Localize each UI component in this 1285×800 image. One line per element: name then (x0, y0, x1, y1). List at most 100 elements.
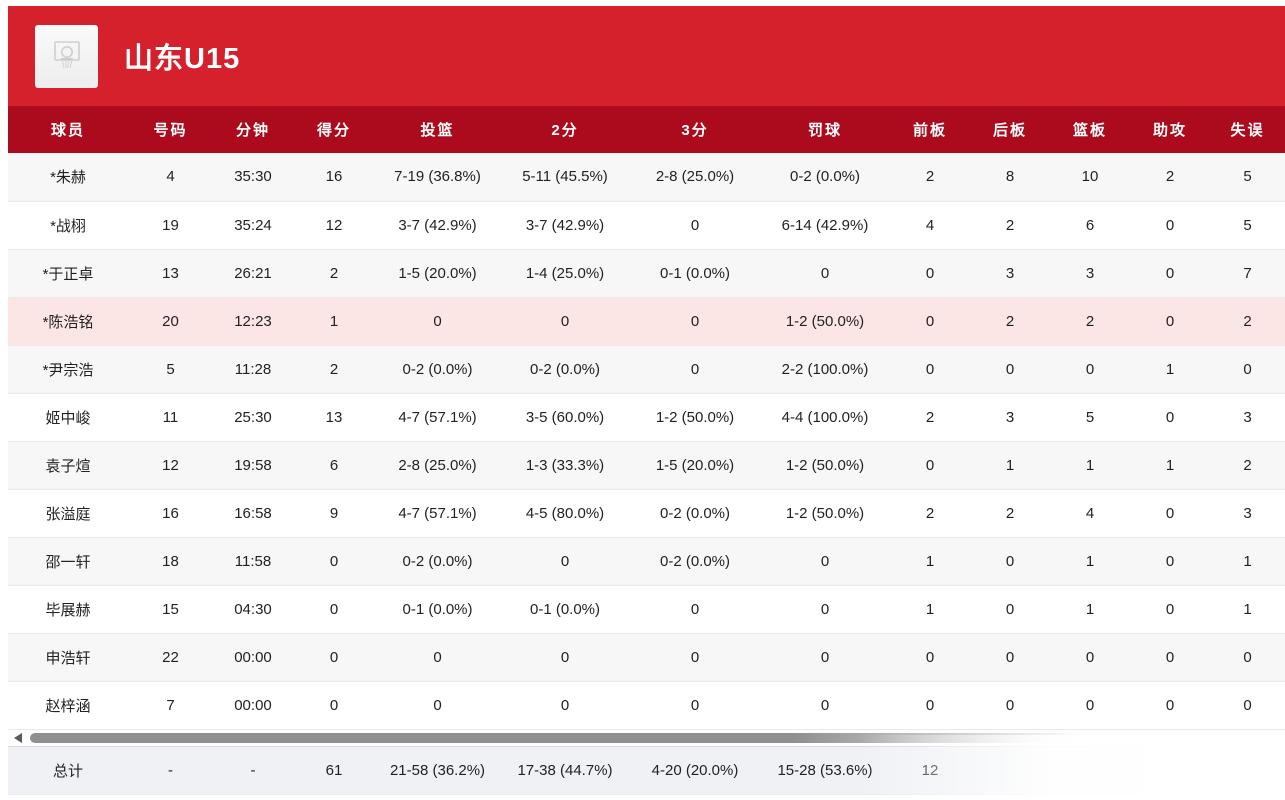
player-name-cell: 申浩轩 (45, 649, 91, 667)
totals-cell (1130, 746, 1210, 794)
scroll-left-arrow-icon[interactable] (14, 732, 22, 743)
totals-table: 总计 - - 61 21-58 (36.2%) 17-38 (44.7%) 4-20 (20… (8, 745, 1285, 795)
totals-cell: 总计 (52, 762, 83, 780)
stat-cell: 0-2 (0.0%) (659, 504, 731, 522)
stat-cell: 0-2 (0.0%) (529, 360, 601, 378)
player-name-cell: 邵一轩 (45, 553, 91, 571)
stat-cell: 0-1 (0.0%) (402, 600, 473, 618)
stat-cell: 4-7 (57.1%) (398, 408, 477, 426)
column-header: 分钟 (213, 106, 293, 153)
stat-cell: 0-2 (0.0%) (659, 552, 731, 570)
stat-cell: 0 (1165, 648, 1175, 666)
stat-cell: 1-2 (50.0%) (785, 504, 865, 522)
column-header: 投篮 (375, 106, 500, 153)
table-row: *于正卓 13 26:21 2 1-5 (20.0%) 1-4 (25.0%) 0-1 (0… (8, 249, 1285, 297)
table-row: 申浩轩 22 00:00 0 0 0 0 0 0 0 0 0 0 (8, 633, 1285, 681)
stat-cell: 8 (1005, 168, 1015, 186)
stat-cell: 0 (1005, 600, 1015, 618)
stat-cell: 4 (1085, 504, 1095, 522)
column-header: 得分 (293, 106, 375, 153)
stat-cell: 0-1 (0.0%) (659, 264, 731, 282)
stat-cell: 2 (329, 360, 339, 378)
stat-cell: 6-14 (42.9%) (781, 216, 869, 234)
stat-cell: 1 (1005, 456, 1015, 474)
stat-cell: 0 (690, 696, 700, 714)
column-header: 篮板 (1050, 106, 1130, 153)
totals-cell (970, 746, 1050, 794)
stat-cell: 1 (1165, 360, 1175, 378)
stat-cell: 0 (690, 360, 700, 378)
page-title: 山东U15 (124, 43, 241, 75)
stat-cell: 1 (1243, 552, 1252, 570)
stat-cell: 16:58 (234, 504, 272, 522)
stat-cell: 0 (1005, 360, 1015, 378)
stat-cell: 0 (1165, 696, 1175, 714)
stat-cell: 0 (1165, 552, 1175, 570)
stat-cell: 5 (1243, 216, 1252, 234)
stat-cell: 7-19 (36.8%) (394, 168, 481, 186)
stat-cell: 3 (1243, 504, 1252, 522)
horizontal-scrollbar[interactable] (8, 729, 1285, 746)
stat-cell: 1-2 (50.0%) (785, 456, 865, 474)
stat-cell: 12 (325, 216, 343, 234)
stat-cell: 1-3 (33.3%) (525, 456, 605, 474)
stat-cell: 7 (1243, 264, 1252, 282)
stat-cell: 2 (1243, 456, 1252, 474)
stat-cell: 0 (1165, 504, 1175, 522)
stat-cell: 0 (1085, 648, 1095, 666)
stat-cell: 4 (925, 216, 935, 234)
team-banner: 山东U15 (8, 6, 1285, 106)
stat-cell: 3 (1085, 264, 1095, 282)
stat-cell: 1 (1085, 552, 1095, 570)
totals-cell (1210, 746, 1285, 794)
stat-cell: 0 (820, 264, 830, 282)
table-row: *陈浩铭 20 12:23 1 0 0 0 1-2 (50.0%) 0 2 2 0 2 (8, 297, 1285, 345)
column-header: 3分 (630, 106, 760, 153)
table-row: *战栩 19 35:24 12 3-7 (42.9%) 3-7 (42.9%) 0 6-14 … (8, 201, 1285, 249)
stat-cell: 1 (925, 600, 935, 618)
stat-cell: 0-2 (0.0%) (402, 552, 473, 570)
stat-cell: 22 (162, 648, 179, 666)
stat-cell: 0 (560, 648, 570, 666)
stat-cell: 0 (329, 600, 339, 618)
player-name-cell: 姬中峻 (45, 409, 91, 427)
column-header: 后板 (970, 106, 1050, 153)
stat-cell: 26:21 (234, 264, 272, 282)
table-row: 姬中峻 11 25:30 13 4-7 (57.1%) 3-5 (60.0%) 1-2 (5… (8, 393, 1285, 441)
stat-cell: 2 (1085, 312, 1095, 330)
player-name-cell: *陈浩铭 (42, 313, 94, 331)
column-header: 2分 (500, 106, 630, 153)
totals-cell: 61 (325, 761, 343, 779)
stat-cell: 4-7 (57.1%) (398, 504, 477, 522)
table-row: 毕展赫 15 04:30 0 0-1 (0.0%) 0-1 (0.0%) 0 0 1 0 1 0 1 (8, 585, 1285, 633)
stat-cell: 0 (329, 696, 339, 714)
totals-cell: 17-38 (44.7%) (517, 761, 613, 779)
stat-cell: 3 (1005, 408, 1015, 426)
totals-row: 总计 - - 61 21-58 (36.2%) 17-38 (44.7%) 4-20 (20… (8, 746, 1285, 794)
stat-cell: 0 (1005, 696, 1015, 714)
stat-cell: 0 (1165, 216, 1175, 234)
stat-cell: 4 (166, 168, 175, 186)
player-name-cell: *于正卓 (42, 265, 94, 283)
stat-cell: 1-2 (50.0%) (655, 408, 735, 426)
stat-cell: 2 (925, 408, 935, 426)
stat-cell: 2 (329, 264, 339, 282)
totals-cell: 15-28 (53.6%) (777, 761, 873, 779)
stat-cell: 3 (1243, 408, 1252, 426)
player-name-cell: *战栩 (50, 217, 86, 235)
stat-cell: 3-7 (42.9%) (398, 216, 477, 234)
stat-cell: 10 (1081, 168, 1099, 186)
stat-cell: 3-5 (60.0%) (525, 408, 605, 426)
player-name-cell: 毕展赫 (45, 601, 91, 619)
stat-cell: 5 (1243, 168, 1252, 186)
column-header: 助攻 (1130, 106, 1210, 153)
scrollbar-thumb[interactable] (30, 732, 1090, 743)
stat-cell: 16 (325, 168, 343, 186)
stat-cell: 0 (1165, 312, 1175, 330)
stat-cell: 12 (162, 456, 179, 474)
stat-cell: 1 (1085, 600, 1095, 618)
player-name-cell: *朱赫 (50, 169, 86, 187)
stat-cell: 0 (925, 312, 935, 330)
stat-cell: 0-2 (0.0%) (402, 360, 473, 378)
stat-cell: 0 (1165, 600, 1175, 618)
